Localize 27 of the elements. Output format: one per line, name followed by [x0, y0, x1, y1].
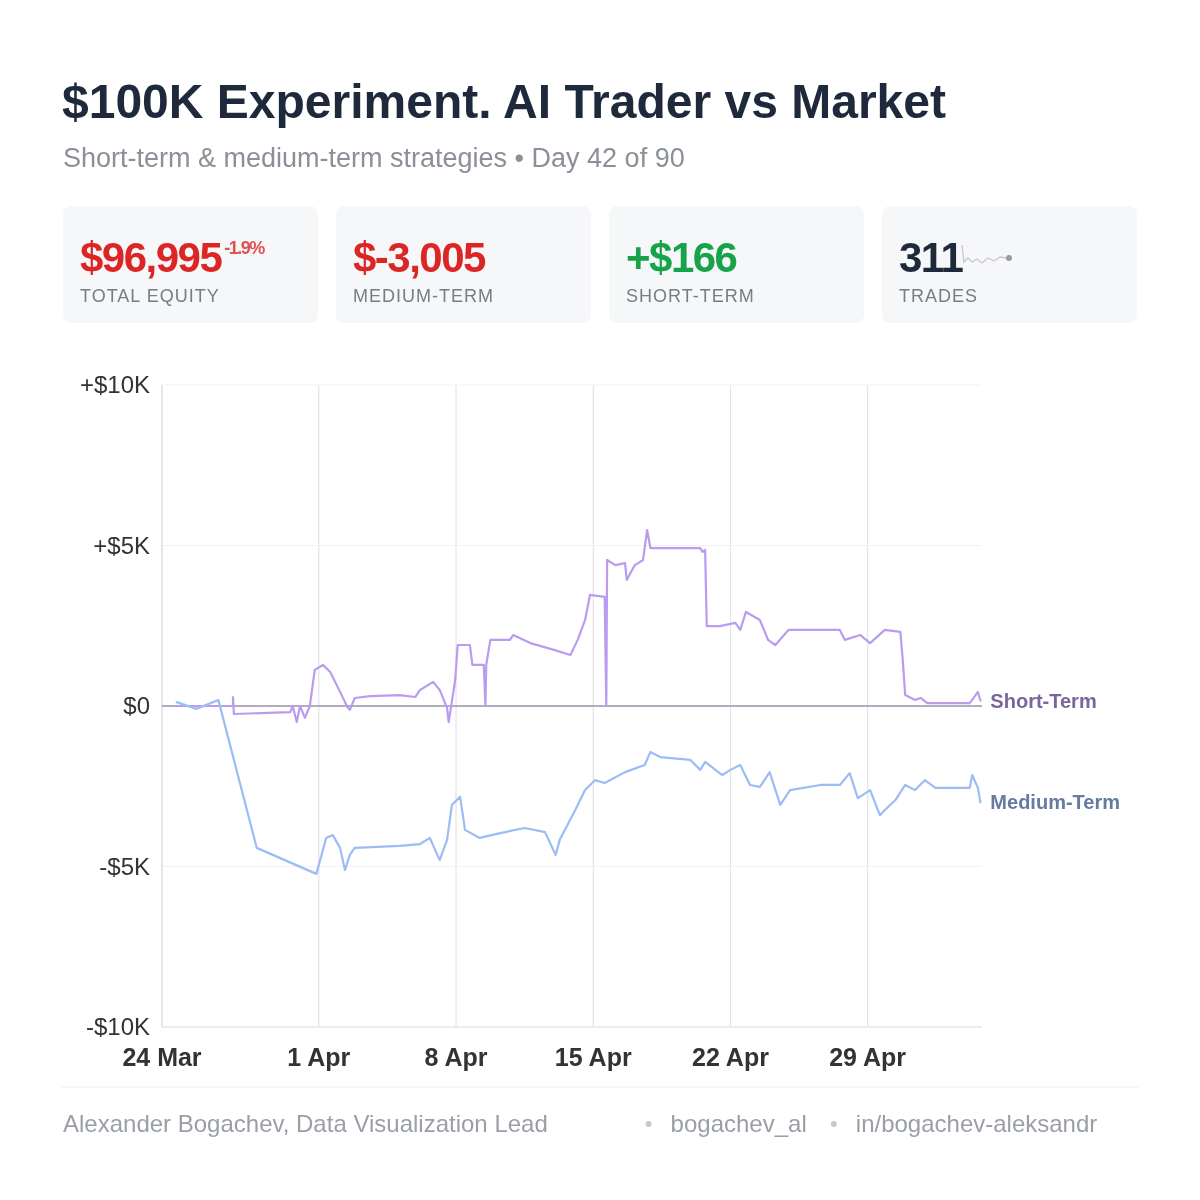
text: Alexander Bogachev, Data Visualization Lead	[63, 1110, 548, 1137]
text: +$166	[626, 234, 737, 281]
text: TOTAL EQUITY	[80, 286, 220, 306]
text: 311	[899, 234, 964, 281]
x-tick-label: 24 Mar	[122, 1043, 202, 1071]
text: MEDIUM-TERM	[353, 286, 494, 306]
y-tick-label: -$5K	[99, 852, 150, 880]
y-tick-label: -$10K	[85, 1013, 150, 1040]
x-tick-label: 1 Apr	[287, 1043, 351, 1071]
text: -1.9%	[224, 238, 266, 258]
y-tick-label: $0	[123, 692, 150, 719]
x-tick-label: 29 Apr	[829, 1043, 907, 1071]
text: TRADES	[899, 286, 979, 306]
text: in/bogachev-aleksandr	[855, 1110, 1098, 1137]
text: bogachev_al	[670, 1110, 807, 1137]
y-tick-label: +$5K	[93, 531, 150, 559]
text: SHORT-TERM	[626, 286, 755, 306]
text: $100K Experiment. AI Trader vs Market	[62, 75, 946, 128]
y-tick-label: +$10K	[79, 371, 150, 398]
x-tick-label: 15 Apr	[554, 1043, 632, 1071]
series-label: Short-Term	[990, 689, 1097, 712]
x-tick-label: 22 Apr	[692, 1043, 770, 1071]
text: $-3,005	[353, 234, 487, 281]
text: $96,995	[80, 234, 222, 281]
x-tick-label: 8 Apr	[424, 1043, 488, 1071]
series-label: Medium-Term	[990, 791, 1121, 814]
text: Short-term & medium-term strategies • Day 42 of 90	[63, 143, 685, 173]
